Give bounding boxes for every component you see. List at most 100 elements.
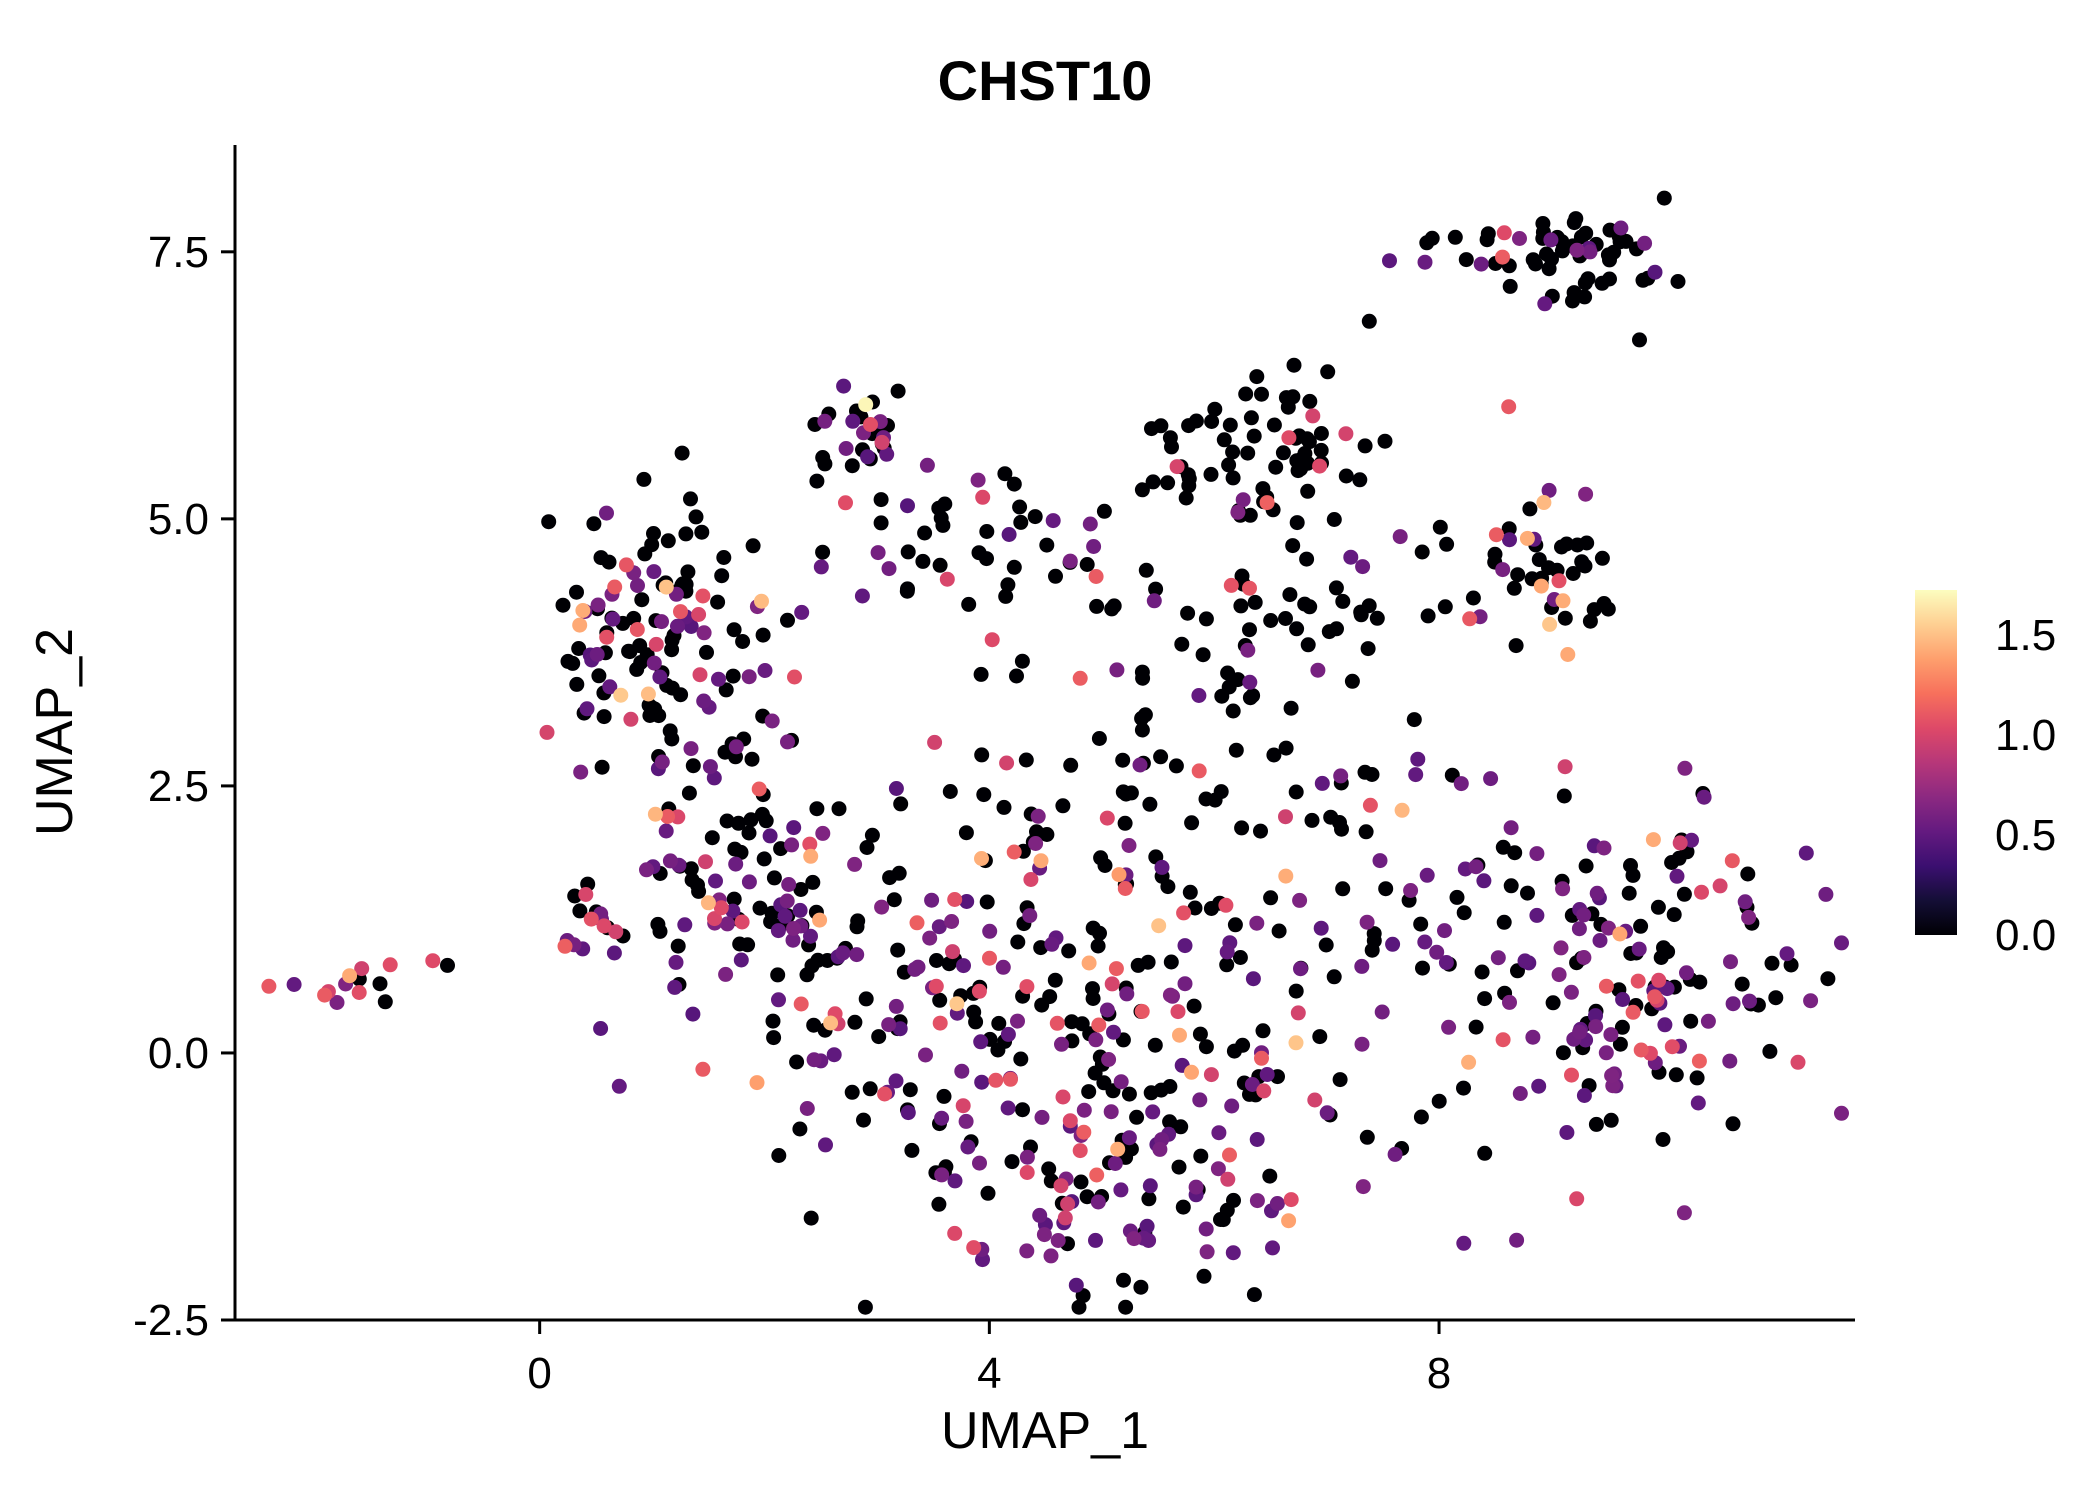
data-point — [1242, 674, 1258, 690]
data-point — [956, 958, 971, 974]
data-point — [728, 856, 744, 872]
data-point — [1555, 881, 1571, 897]
data-point — [1676, 886, 1692, 902]
data-point — [870, 545, 886, 561]
data-point — [1560, 647, 1576, 662]
data-point — [1271, 923, 1287, 939]
data-point — [1798, 845, 1814, 861]
data-point — [1332, 815, 1347, 830]
data-point — [752, 900, 768, 916]
data-point — [1557, 759, 1573, 775]
data-point — [976, 787, 992, 803]
data-point — [1488, 527, 1504, 543]
data-point — [596, 709, 612, 725]
data-point — [1677, 760, 1693, 776]
data-point — [688, 509, 704, 525]
data-point — [1151, 918, 1167, 934]
data-point — [1299, 551, 1315, 567]
data-point — [708, 873, 723, 889]
data-point — [1142, 796, 1158, 812]
data-point — [1062, 1113, 1078, 1129]
data-point — [990, 1042, 1006, 1058]
data-point — [803, 1210, 819, 1226]
data-point — [1001, 527, 1017, 542]
data-point — [1171, 1159, 1187, 1175]
data-point — [1275, 445, 1291, 461]
data-point — [849, 919, 865, 935]
data-point — [1603, 1112, 1619, 1128]
legend-gradient-bar — [1915, 590, 1957, 935]
data-point — [731, 815, 746, 831]
data-point — [1055, 1089, 1071, 1105]
data-point — [629, 622, 645, 637]
data-point — [815, 825, 831, 841]
data-point — [1539, 246, 1554, 262]
data-point — [1000, 577, 1016, 593]
data-point — [1022, 908, 1038, 924]
data-point — [1419, 867, 1435, 883]
data-point — [372, 976, 388, 992]
data-point — [539, 724, 555, 740]
data-point — [806, 1052, 822, 1068]
data-point — [1039, 827, 1055, 842]
data-point — [593, 1021, 609, 1036]
data-point — [1072, 1143, 1088, 1159]
data-point — [691, 607, 707, 622]
data-point — [1632, 332, 1647, 348]
data-point — [784, 837, 800, 853]
data-point — [1551, 967, 1567, 983]
data-point — [910, 959, 926, 975]
data-point — [806, 1017, 822, 1033]
data-point — [727, 841, 743, 857]
data-point — [1036, 1227, 1052, 1243]
data-point — [1220, 1171, 1236, 1187]
data-point — [1262, 1168, 1278, 1184]
data-point — [1225, 444, 1241, 460]
data-point — [1181, 418, 1197, 434]
data-point — [1132, 757, 1148, 773]
data-point — [1507, 845, 1523, 861]
data-point — [787, 669, 802, 685]
data-point — [1180, 605, 1196, 621]
data-point — [1545, 995, 1561, 1011]
data-point — [594, 759, 610, 775]
data-point — [1768, 990, 1784, 1006]
data-point — [1522, 501, 1538, 517]
data-point — [1551, 573, 1567, 589]
data-point — [1254, 1050, 1269, 1066]
data-point — [1072, 670, 1088, 686]
data-point — [1211, 1125, 1227, 1141]
data-point — [342, 968, 358, 984]
data-point — [1439, 536, 1455, 552]
data-point — [1032, 1207, 1048, 1223]
data-point — [1230, 504, 1246, 520]
data-point — [670, 618, 685, 634]
legend-tick-label: 1.5 — [1995, 611, 2056, 660]
data-point — [780, 734, 795, 750]
data-point — [1372, 853, 1388, 869]
data-point — [1354, 958, 1370, 974]
data-point — [698, 854, 713, 870]
data-point — [1762, 1043, 1778, 1059]
data-point — [726, 622, 742, 638]
data-point — [1247, 594, 1263, 610]
data-point — [1033, 853, 1049, 869]
data-point — [1006, 476, 1022, 492]
data-point — [1235, 492, 1251, 508]
data-point — [1305, 408, 1321, 424]
data-point — [1220, 665, 1236, 681]
data-point — [1474, 964, 1490, 980]
data-point — [654, 614, 669, 630]
data-point — [1313, 426, 1329, 441]
data-point — [664, 632, 680, 648]
data-point — [1406, 712, 1422, 728]
data-point — [1779, 946, 1795, 962]
data-point — [680, 564, 696, 580]
data-point — [710, 594, 726, 610]
data-point — [1041, 1161, 1057, 1177]
data-point — [685, 758, 701, 774]
data-point — [1596, 840, 1612, 856]
data-point — [1655, 1132, 1671, 1147]
data-point — [329, 995, 345, 1010]
data-point — [713, 900, 729, 916]
